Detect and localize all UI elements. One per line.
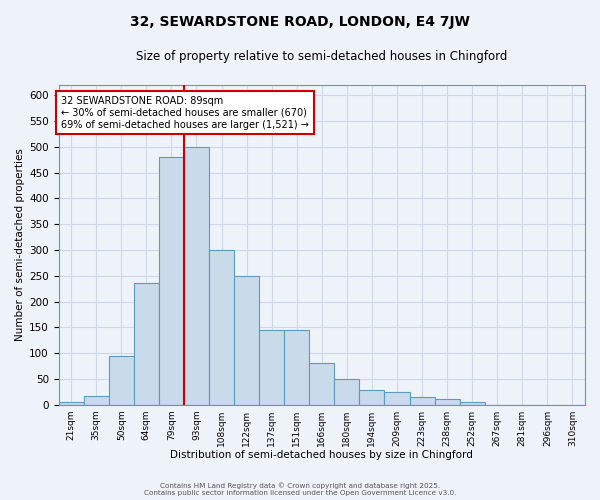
Bar xyxy=(184,147,209,405)
Bar xyxy=(84,396,109,404)
Bar xyxy=(159,157,184,404)
Bar xyxy=(234,276,259,404)
Bar xyxy=(434,400,460,404)
Y-axis label: Number of semi-detached properties: Number of semi-detached properties xyxy=(15,148,25,341)
Bar xyxy=(385,392,410,404)
Text: 32 SEWARDSTONE ROAD: 89sqm
← 30% of semi-detached houses are smaller (670)
69% o: 32 SEWARDSTONE ROAD: 89sqm ← 30% of semi… xyxy=(61,96,309,130)
Bar xyxy=(460,402,485,404)
Bar xyxy=(59,402,84,404)
Text: Contains HM Land Registry data © Crown copyright and database right 2025.: Contains HM Land Registry data © Crown c… xyxy=(160,482,440,489)
Bar xyxy=(410,397,434,404)
Bar xyxy=(309,364,334,405)
Bar xyxy=(109,356,134,405)
X-axis label: Distribution of semi-detached houses by size in Chingford: Distribution of semi-detached houses by … xyxy=(170,450,473,460)
Bar xyxy=(284,330,309,404)
Text: Contains public sector information licensed under the Open Government Licence v3: Contains public sector information licen… xyxy=(144,490,456,496)
Text: 32, SEWARDSTONE ROAD, LONDON, E4 7JW: 32, SEWARDSTONE ROAD, LONDON, E4 7JW xyxy=(130,15,470,29)
Bar xyxy=(209,250,234,404)
Bar xyxy=(359,390,385,404)
Bar xyxy=(334,379,359,404)
Bar xyxy=(259,330,284,404)
Title: Size of property relative to semi-detached houses in Chingford: Size of property relative to semi-detach… xyxy=(136,50,508,63)
Bar xyxy=(134,284,159,405)
